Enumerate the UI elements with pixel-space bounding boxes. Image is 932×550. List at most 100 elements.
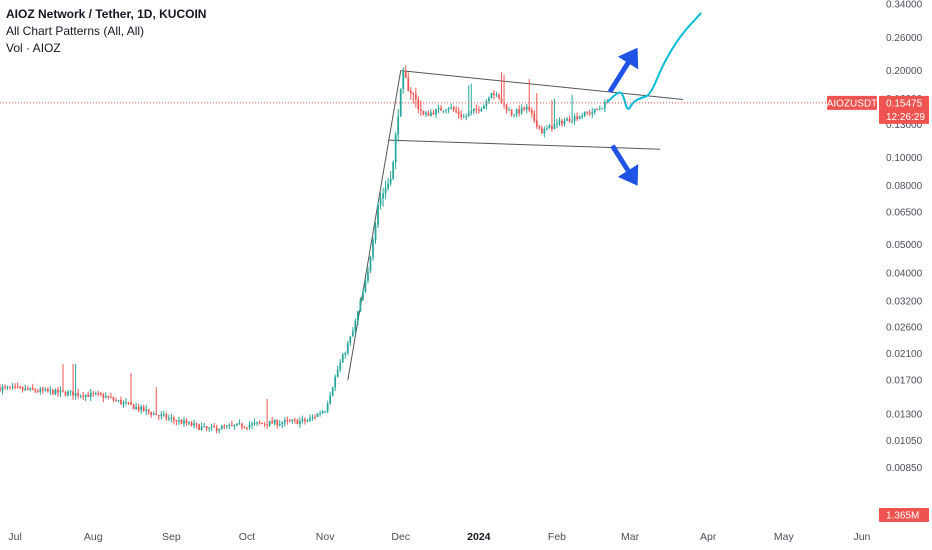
candle-body xyxy=(533,113,536,121)
candle-body xyxy=(213,426,216,428)
candle-body xyxy=(316,413,319,417)
candle-body xyxy=(414,94,417,100)
candle-body xyxy=(74,393,77,396)
arrow-down-icon xyxy=(610,144,639,186)
candle-body xyxy=(125,402,127,404)
candle-body xyxy=(183,420,185,424)
candle-body xyxy=(97,393,100,395)
y-tick-label: 0.03200 xyxy=(886,296,923,307)
candle-body xyxy=(586,111,589,113)
candle-body xyxy=(152,413,155,415)
candle-body xyxy=(485,101,488,106)
candle-body xyxy=(165,414,168,419)
candle-body xyxy=(346,343,349,353)
candle-body xyxy=(94,393,97,395)
chart-title[interactable]: AIOZ Network / Tether, 1D, KUCOIN xyxy=(6,7,207,21)
candle-body xyxy=(112,397,115,400)
candle-body xyxy=(205,426,208,429)
candle-body xyxy=(178,420,180,422)
candle-body xyxy=(130,402,132,405)
candle-body xyxy=(19,386,22,388)
candle-body xyxy=(364,280,367,292)
candle-body xyxy=(528,106,531,111)
candle-body xyxy=(253,422,256,424)
price-tags: AIOZUSDT 0.15475 12:26:29 1.365M xyxy=(827,95,929,522)
candle-body xyxy=(16,386,19,388)
arrow-up-icon xyxy=(607,47,639,94)
candle-body xyxy=(208,427,211,429)
candle-body xyxy=(72,391,74,396)
candle-body xyxy=(581,115,584,117)
candle-body xyxy=(281,422,284,424)
candle-body xyxy=(304,419,306,422)
candle-body xyxy=(513,114,516,116)
candle-body xyxy=(455,109,458,112)
candle-body xyxy=(440,108,442,111)
candle-body xyxy=(9,386,11,388)
candle-body xyxy=(251,423,253,425)
candle-body xyxy=(490,93,493,99)
candle-body xyxy=(278,423,281,426)
y-tick-label: 0.02600 xyxy=(886,322,923,333)
candle-body xyxy=(238,423,241,425)
candle-body xyxy=(535,120,538,127)
candle-body xyxy=(180,420,183,424)
candle-body xyxy=(319,413,321,415)
candle-body xyxy=(162,414,165,416)
x-tick-label: Aug xyxy=(84,531,103,543)
candle-body xyxy=(523,107,526,110)
candle-body xyxy=(44,388,47,391)
candle-body xyxy=(475,108,478,110)
candle-body xyxy=(311,416,314,419)
pattern-trendline xyxy=(388,139,661,150)
candle-body xyxy=(515,109,518,115)
candle-body xyxy=(263,423,266,425)
candle-body xyxy=(437,108,440,110)
candle-body xyxy=(4,386,6,388)
candle-body xyxy=(49,390,52,392)
candle-body xyxy=(402,71,405,89)
candle-body xyxy=(457,111,460,115)
y-tick-label: 0.01050 xyxy=(886,436,923,447)
symbol-tag-label: AIOZUSDT xyxy=(827,98,878,109)
candle-body xyxy=(77,393,80,396)
x-tick-label: 2024 xyxy=(467,531,491,543)
candle-body xyxy=(24,388,27,391)
volume-label[interactable]: Vol · AIOZ xyxy=(6,41,61,55)
candle-body xyxy=(445,109,447,111)
candle-body xyxy=(34,389,37,392)
projection-line xyxy=(606,12,702,110)
candle-body xyxy=(359,300,362,312)
candle-body xyxy=(548,125,551,129)
candle-body xyxy=(354,320,357,332)
candle-body xyxy=(31,387,34,390)
candle-body xyxy=(220,425,223,430)
candle-body xyxy=(603,102,606,109)
y-tick-label: 0.20000 xyxy=(886,66,923,77)
candle-body xyxy=(193,423,195,426)
candle-body xyxy=(321,411,324,414)
indicator-label[interactable]: All Chart Patterns (All, All) xyxy=(6,24,145,38)
candle-body xyxy=(430,112,432,116)
chart-header: AIOZ Network / Tether, 1D, KUCOIN All Ch… xyxy=(6,6,206,57)
candle-body xyxy=(510,109,513,116)
candle-body xyxy=(467,113,470,116)
candle-body xyxy=(104,396,107,398)
candle-body xyxy=(266,424,269,426)
candle-body xyxy=(427,112,430,116)
candle-body xyxy=(14,386,17,388)
candle-body xyxy=(198,424,200,430)
candle-body xyxy=(339,362,342,370)
candle-body xyxy=(243,427,246,429)
candle-body xyxy=(132,404,135,410)
symbol-tag xyxy=(827,95,877,110)
candle-body xyxy=(62,390,64,392)
candle-body xyxy=(306,420,309,422)
volume-tag xyxy=(879,508,929,522)
candle-body xyxy=(493,93,495,96)
y-tick-label: 0.05000 xyxy=(886,240,923,251)
candle-body xyxy=(155,413,158,416)
candle-body xyxy=(142,406,145,411)
x-tick-label: Jul xyxy=(8,531,21,543)
